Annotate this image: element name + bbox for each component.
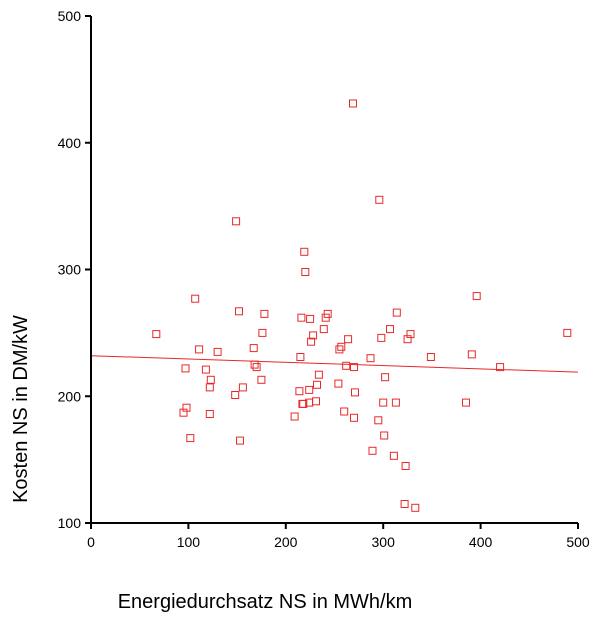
data-point bbox=[337, 342, 346, 351]
data-point bbox=[313, 380, 321, 389]
x-tick-label: 400 bbox=[469, 534, 493, 550]
data-point bbox=[403, 335, 412, 344]
data-point bbox=[496, 363, 505, 372]
tick-labels: 100 200 300 400 500 0 100 200 300 400 500 bbox=[58, 8, 590, 550]
data-point bbox=[295, 387, 304, 396]
data-point bbox=[381, 373, 390, 382]
data-point bbox=[235, 307, 243, 316]
data-point bbox=[377, 333, 386, 342]
data-point bbox=[312, 397, 320, 406]
fit-line-group bbox=[90, 355, 579, 373]
data-point bbox=[426, 353, 435, 361]
x-tick-label: 200 bbox=[274, 534, 298, 550]
data-point bbox=[258, 328, 267, 337]
data-point bbox=[300, 247, 309, 256]
data-point bbox=[306, 314, 315, 323]
data-point bbox=[231, 391, 240, 399]
data-point bbox=[305, 385, 314, 394]
data-point bbox=[201, 365, 210, 374]
data-point bbox=[563, 328, 572, 337]
data-point bbox=[472, 292, 481, 301]
data-point bbox=[411, 503, 420, 512]
data-point bbox=[314, 370, 323, 379]
data-point bbox=[319, 325, 328, 334]
data-point bbox=[182, 403, 191, 412]
data-point bbox=[334, 379, 343, 388]
data-point bbox=[301, 268, 310, 276]
data-point bbox=[340, 407, 349, 416]
data-point bbox=[344, 335, 353, 344]
y-tick-label: 200 bbox=[58, 388, 82, 404]
x-axis-title: Energiedurchsatz NS in MWh/km bbox=[118, 591, 413, 613]
data-point bbox=[195, 345, 204, 354]
data-point bbox=[249, 344, 258, 353]
data-point bbox=[335, 345, 344, 354]
data-point bbox=[290, 412, 299, 421]
y-tick-label: 100 bbox=[58, 515, 82, 531]
data-point bbox=[252, 363, 261, 372]
data-point bbox=[297, 313, 306, 322]
data-point bbox=[232, 217, 241, 226]
data-point bbox=[186, 434, 195, 443]
data-point bbox=[181, 364, 190, 373]
data-point bbox=[366, 354, 375, 363]
data-point bbox=[323, 309, 332, 318]
x-tick-label: 0 bbox=[87, 534, 95, 550]
data-point bbox=[379, 398, 388, 407]
data-point bbox=[391, 398, 400, 407]
data-point bbox=[257, 375, 266, 384]
data-point bbox=[309, 331, 318, 340]
data-point bbox=[236, 436, 244, 445]
data-point bbox=[260, 309, 269, 318]
data-point bbox=[401, 462, 410, 470]
data-point bbox=[406, 330, 415, 339]
data-point bbox=[250, 360, 259, 369]
data-point bbox=[205, 383, 214, 392]
data-point bbox=[462, 398, 470, 407]
data-point bbox=[238, 383, 247, 392]
data-point bbox=[368, 446, 377, 455]
y-tick-label: 300 bbox=[58, 262, 82, 278]
data-point bbox=[374, 416, 383, 425]
data-point bbox=[386, 325, 394, 334]
data-point bbox=[350, 413, 358, 422]
data-point bbox=[389, 451, 398, 460]
data-point bbox=[467, 350, 476, 359]
data-point bbox=[375, 195, 384, 204]
data-point bbox=[191, 294, 200, 303]
data-point bbox=[400, 500, 409, 508]
data-point bbox=[349, 99, 357, 108]
data-point bbox=[380, 431, 389, 440]
data-point bbox=[307, 337, 316, 346]
x-tick-label: 300 bbox=[372, 534, 396, 550]
data-point bbox=[350, 363, 358, 372]
y-tick-label: 500 bbox=[58, 8, 82, 24]
data-point bbox=[205, 410, 214, 418]
x-tick-label: 500 bbox=[566, 534, 590, 550]
data-point bbox=[351, 388, 359, 397]
data-points bbox=[152, 99, 572, 512]
y-tick-label: 400 bbox=[58, 135, 82, 151]
data-point bbox=[342, 361, 351, 370]
x-tick-label: 100 bbox=[177, 534, 201, 550]
data-point bbox=[213, 347, 222, 356]
data-point bbox=[296, 353, 305, 361]
y-axis-title: Kosten NS in DM/kW bbox=[10, 315, 32, 503]
fit-line bbox=[90, 355, 579, 373]
data-point bbox=[392, 308, 401, 317]
axes bbox=[85, 15, 579, 529]
data-point bbox=[299, 399, 308, 408]
data-point bbox=[152, 330, 161, 339]
data-point bbox=[206, 375, 215, 384]
